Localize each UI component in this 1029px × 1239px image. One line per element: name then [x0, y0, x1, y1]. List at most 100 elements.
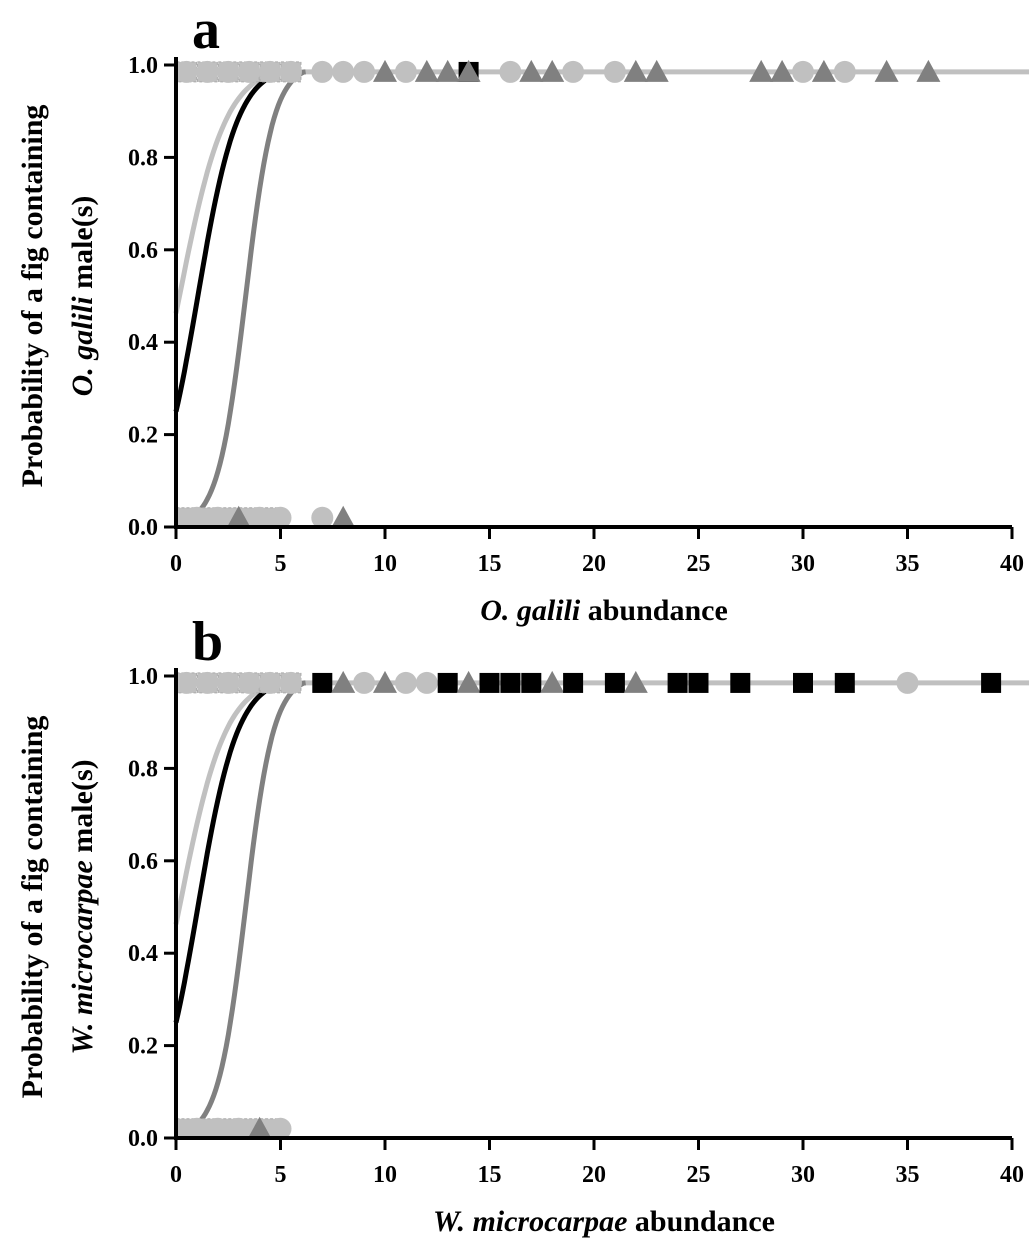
marker-top-triangle: [874, 59, 899, 82]
marker-top-triangle: [414, 59, 439, 82]
marker-top-circle: [259, 671, 282, 694]
x-tick-label: 20: [582, 1162, 606, 1188]
marker-top-circle: [259, 60, 282, 83]
y-tick-label: 0.2: [128, 423, 158, 449]
marker-top-triangle: [519, 59, 544, 82]
marker-top-triangle: [623, 59, 648, 82]
x-tick-label: 35: [896, 1162, 920, 1188]
marker-bottom-triangle: [226, 505, 251, 528]
x-tick-label: 35: [896, 551, 920, 577]
marker-top-triangle: [811, 59, 836, 82]
marker-top-circle: [196, 60, 219, 83]
marker-top-circle: [603, 60, 626, 83]
marker-top-square: [437, 672, 458, 693]
marker-top-circle: [279, 671, 302, 694]
y-tick-label: 0.6: [128, 849, 158, 875]
marker-bottom-circle: [269, 506, 292, 529]
marker-top-square: [834, 672, 855, 693]
marker-bottom-circle: [185, 506, 208, 529]
logistic-curve-light_gray: [173, 69, 279, 314]
marker-top-circle: [217, 60, 240, 83]
marker-top-circle: [238, 60, 261, 83]
marker-top-square: [479, 672, 500, 693]
marker-top-circle: [394, 671, 417, 694]
axes: [174, 57, 1012, 529]
x-tick-label: 0: [170, 1162, 182, 1188]
marker-top-circle: [279, 60, 302, 83]
marker-top-circle: [896, 671, 919, 694]
marker-top-square: [688, 672, 709, 693]
marker-top-circle: [217, 671, 240, 694]
marker-top-circle: [332, 60, 355, 83]
x-axis-label-species: W. microcarpae: [433, 1205, 627, 1238]
marker-top-triangle: [749, 59, 774, 82]
marker-top-circle: [415, 671, 438, 694]
x-tick-label: 10: [373, 551, 397, 577]
marker-top-circle: [833, 60, 856, 83]
marker-top-square: [312, 672, 333, 693]
x-tick-label: 5: [275, 551, 287, 577]
marker-top-circle: [353, 671, 376, 694]
y-axis-label-species: W. microcarpae: [66, 860, 99, 1054]
x-tick-label: 30: [791, 1162, 815, 1188]
y-axis-label-species: O. galili: [66, 296, 99, 397]
marker-top-square: [500, 672, 521, 693]
marker-top-triangle: [456, 670, 481, 693]
marker-bottom-triangle: [247, 1116, 272, 1139]
marker-top-circle: [175, 60, 198, 83]
marker-top-triangle: [644, 59, 669, 82]
marker-top-square: [521, 672, 542, 693]
x-axis-label: W. microcarpae abundance: [433, 1205, 775, 1238]
y-axis-label-line1: Probability of a fig containing: [16, 716, 49, 1099]
marker-top-circle: [562, 60, 585, 83]
x-tick-label: 25: [687, 1162, 711, 1188]
marker-bottom-triangle: [331, 505, 356, 528]
marker-top-square: [604, 672, 625, 693]
marker-top-circle: [311, 60, 334, 83]
x-axis-label-rest: abundance: [627, 1205, 775, 1238]
marker-top-square: [730, 672, 751, 693]
x-tick-label: 15: [478, 1162, 502, 1188]
marker-top-square: [793, 672, 813, 693]
y-tick-label: 0.0: [128, 1126, 158, 1152]
marker-bottom-circle: [311, 506, 334, 529]
y-tick-label: 0.6: [128, 238, 158, 264]
x-tick-label: 0: [170, 551, 182, 577]
marker-top-triangle: [456, 59, 481, 82]
marker-bottom-circle: [248, 506, 271, 529]
x-tick-label: 5: [275, 1162, 287, 1188]
marker-top-circle: [394, 60, 417, 83]
panel-b: b 0.0 0.2 0.4 0.6 0.8 1.0 0 5 10 15 20 25 30 35 40 W. mi…: [16, 611, 1029, 1238]
marker-top-triangle: [540, 59, 565, 82]
y-axis-label-line1: Probability of a fig containing: [16, 105, 49, 488]
marker-top-triangle: [770, 59, 795, 82]
x-tick-label: 25: [687, 551, 711, 577]
marker-top-circle: [353, 60, 376, 83]
marker-top-circle: [499, 60, 522, 83]
y-axis-label-rest: male(s): [66, 196, 99, 297]
y-tick-label: 0.4: [128, 941, 158, 967]
marker-top-triangle: [623, 670, 648, 693]
marker-top-circle: [792, 60, 814, 83]
x-tick-label: 30: [791, 551, 815, 577]
marker-top-circle: [196, 671, 219, 694]
y-tick-label: 0.2: [128, 1034, 158, 1060]
y-tick-label: 1.0: [128, 53, 158, 79]
marker-top-square: [563, 672, 584, 693]
y-tick-label: 1.0: [128, 664, 158, 690]
marker-top-triangle: [916, 59, 941, 82]
panel-label: b: [192, 611, 223, 673]
x-axis-label-rest: abundance: [580, 594, 728, 627]
x-tick-label: 20: [582, 551, 606, 577]
y-tick-label: 0.8: [128, 145, 158, 171]
y-tick-label: 0.0: [128, 515, 158, 541]
x-axis-label-species: O. galili: [480, 594, 581, 627]
x-tick-label: 40: [1000, 551, 1024, 577]
marker-bottom-circle: [227, 1117, 250, 1140]
marker-bottom-circle: [206, 1117, 229, 1140]
marker-top-square: [667, 672, 688, 693]
y-tick-label: 0.8: [128, 756, 158, 782]
marker-bottom-circle: [185, 1117, 208, 1140]
logistic-curve-light_gray: [173, 680, 279, 925]
y-tick-label: 0.4: [128, 330, 158, 356]
